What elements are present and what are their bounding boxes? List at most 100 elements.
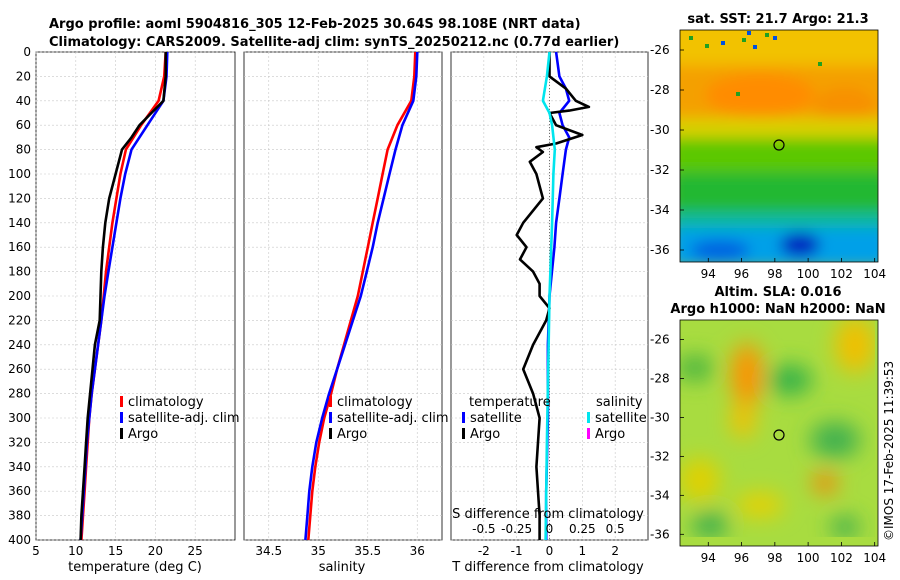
y-tick-label: 260 [8,362,31,376]
legend-swatch-argo [120,428,123,439]
difference-xlabel-top: S difference from climatology [452,507,644,522]
legend-swatch-salinity-satellite [587,412,590,423]
x-top-tick-label: -0.25 [501,522,532,536]
legend-salinity-satellite: satellite [595,411,647,426]
x-tick-label: 5 [32,544,40,558]
x-tick-label: 15 [108,544,123,558]
x-tick-label: 34.5 [255,544,282,558]
map-x-tick-label: 100 [797,267,820,281]
legend-swatch-climatology [120,396,123,407]
y-tick-label: 280 [8,387,31,401]
series-line-climatology [307,51,417,541]
x-top-tick-label: 0.5 [606,522,625,536]
y-tick-label: 0 [23,45,31,59]
y-tick-label: 80 [16,143,31,157]
salinity-legend: climatology satellite-adj. clim Argo [329,395,449,442]
x-tick-label: 20 [148,544,163,558]
y-tick-label: 120 [8,191,31,205]
legend-swatch-temperature-satellite [462,412,465,423]
series-line-temperature-argo [515,52,591,540]
sla-map-argo-marker [773,429,785,441]
header-line-1: Argo profile: aoml 5904816_305 12-Feb-20… [49,17,581,32]
x-top-tick-label: 0 [546,522,554,536]
salinity-panel: 34.5 35 35.5 36 salinity climatology satell… [243,51,449,575]
x-tick-label: 36 [410,544,425,558]
legend-argo: Argo [128,427,158,442]
map-y-tick-label: -36 [650,243,670,257]
map-y-tick-label: -34 [650,488,670,502]
y-tick-label: 140 [8,216,31,230]
y-tick-label: 380 [8,509,31,523]
legend-salinity-title: salinity [596,395,643,410]
map-y-tick-label: -32 [650,449,670,463]
map-x-tick-label: 96 [734,267,749,281]
map-x-tick-label: 96 [734,551,749,565]
x-tick-label: 2 [611,544,619,558]
y-tick-label: 20 [16,69,31,83]
legend-swatch-salinity-argo [587,428,590,439]
map-y-tick-label: -32 [650,163,670,177]
y-tick-label: 160 [8,240,31,254]
map-x-tick-label: 102 [830,551,853,565]
x-tick-label: 35 [311,544,326,558]
legend-swatch-satellite [120,412,123,423]
sla-map-title-1: Altim. SLA: 0.016 [715,285,842,300]
x-tick-label: -2 [478,544,490,558]
sst-map-panel: sat. SST: 21.7 Argo: 21.3 [650,12,886,281]
legend-swatch-temperature-argo [462,428,465,439]
x-tick-label: -1 [511,544,523,558]
y-tick-label: 400 [8,533,31,547]
y-tick-label: 360 [8,484,31,498]
y-tick-label: 40 [16,94,31,108]
map-x-tick-label: 94 [701,267,716,281]
map-x-tick-label: 104 [863,551,886,565]
sla-map-title-2: Argo h1000: NaN h2000: NaN [670,302,885,317]
map-y-tick-label: -30 [650,410,670,424]
y-tick-label: 100 [8,167,31,181]
y-tick-label: 200 [8,289,31,303]
x-tick-label: 10 [68,544,83,558]
temperature-legend: climatology satellite-adj. clim Argo [120,395,240,442]
legend-salinity-argo: Argo [595,427,625,442]
y-tick-label: 320 [8,435,31,449]
legend-swatch-climatology [329,396,332,407]
temperature-panel: 0 20 40 60 80 100 120 140 160 180 200 220 240 260 280 3… [8,45,240,575]
map-y-tick-label: -30 [650,123,670,137]
sst-map-title: sat. SST: 21.7 Argo: 21.3 [687,12,868,27]
y-tick-label: 300 [8,411,31,425]
legend-climatology: climatology [128,395,204,410]
sst-map-image [680,30,878,262]
map-x-tick-label: 102 [830,267,853,281]
map-x-tick-label: 100 [797,551,820,565]
map-y-tick-label: -26 [650,332,670,346]
salinity-xlabel: salinity [319,560,366,575]
legend-temperature-argo: Argo [470,427,500,442]
y-tick-label: 220 [8,313,31,327]
y-tick-label: 180 [8,265,31,279]
legend-satellite: satellite-adj. clim [337,411,449,426]
x-tick-label: 0 [546,544,554,558]
map-x-tick-label: 98 [767,551,782,565]
x-tick-label: 25 [188,544,203,558]
legend-swatch-satellite [329,412,332,423]
series-line-argo [79,52,167,541]
x-top-tick-label: -0.5 [472,522,495,536]
difference-legend: temperature satellite Argo salinity sate… [462,395,647,442]
map-y-tick-label: -28 [650,83,670,97]
legend-climatology: climatology [337,395,413,410]
map-x-tick-label: 104 [863,267,886,281]
sla-map-image [680,320,878,546]
difference-xlabel: T difference from climatology [451,560,644,575]
map-x-tick-label: 98 [767,267,782,281]
series-line-salinity-satellite [541,51,557,541]
series-line-satellite-adj-clim [304,51,419,541]
sst-map-argo-marker [773,139,785,151]
legend-temperature-satellite: satellite [470,411,522,426]
map-y-tick-label: -26 [650,43,670,57]
temperature-xlabel: temperature (deg C) [68,560,202,575]
legend-temperature-title: temperature [469,395,551,410]
legend-argo: Argo [337,427,367,442]
x-top-tick-label: 0.25 [569,522,596,536]
x-tick-label: 35.5 [354,544,381,558]
